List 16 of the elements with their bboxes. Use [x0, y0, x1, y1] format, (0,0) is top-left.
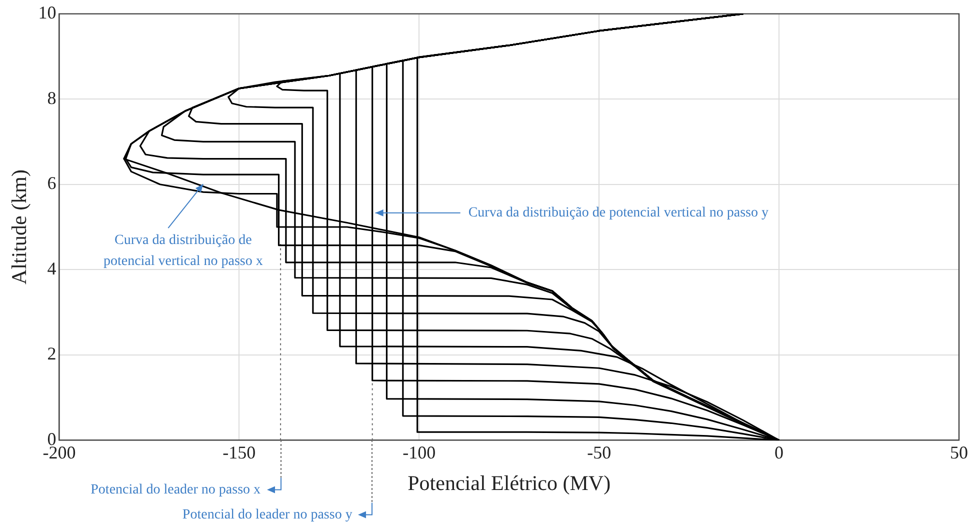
- y-tick-label: 8: [47, 88, 56, 108]
- annotation: Curva da distribuição de potencial vertical no passo x: [103, 232, 263, 269]
- text: Potencial do leader no passo x: [90, 482, 261, 498]
- x-tick-label: -150: [222, 442, 256, 463]
- y-tick-label: 2: [47, 344, 56, 364]
- x-axis-title: Potencial Elétrico (MV): [408, 470, 611, 495]
- x-tick-label: 0: [774, 442, 784, 463]
- x-tick-label: -50: [587, 442, 612, 463]
- annotation: Curva da distribuição de potencial vertical no passo y: [468, 206, 768, 221]
- y-tick-label: 6: [47, 173, 56, 194]
- x-tick-label: 50: [950, 442, 968, 463]
- y-tick-label: 10: [38, 2, 56, 23]
- x-tick-label: -100: [402, 442, 436, 463]
- text: Potencial do leader no passo y: [182, 508, 352, 523]
- y-tick-label: 4: [47, 258, 56, 278]
- y-axis-title: Altitude (km): [7, 170, 32, 284]
